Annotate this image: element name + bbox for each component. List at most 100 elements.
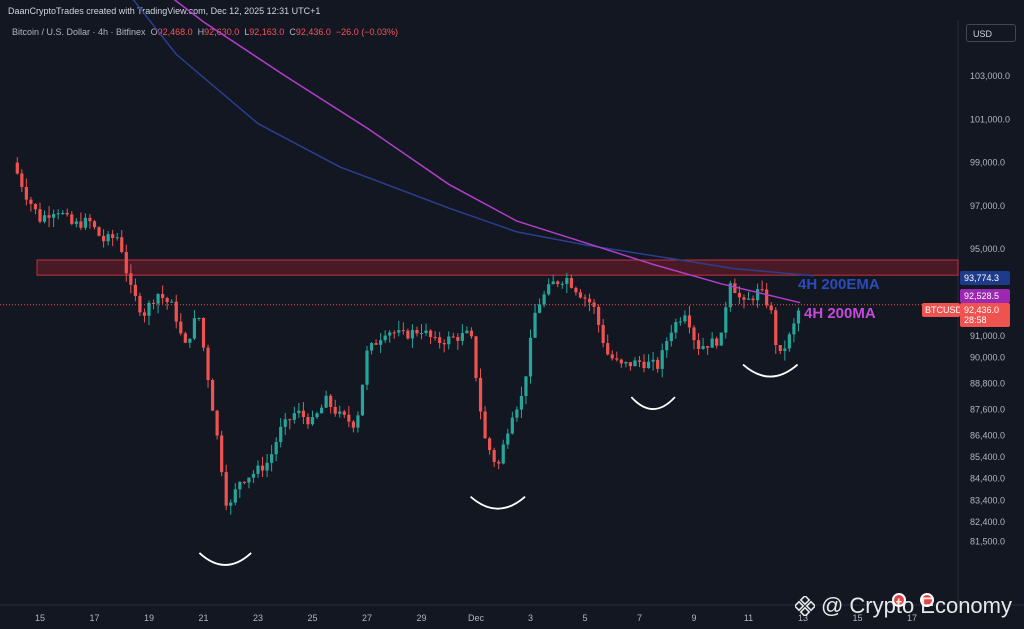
time-tick-label: 5 bbox=[582, 613, 587, 623]
cup-mark bbox=[469, 495, 526, 510]
cup-mark bbox=[630, 396, 676, 410]
candle bbox=[206, 344, 210, 388]
candle bbox=[524, 376, 528, 405]
candle bbox=[515, 406, 519, 422]
candle bbox=[433, 331, 437, 341]
candle bbox=[656, 356, 660, 373]
time-tick-label: 21 bbox=[198, 613, 208, 623]
price-tick-label: 81,500.0 bbox=[970, 536, 1005, 546]
candle bbox=[147, 300, 151, 326]
candle bbox=[301, 402, 306, 425]
candle bbox=[270, 444, 274, 472]
time-axis: 15 17 19 21 23 25 27 29 Dec 3 5 7 9 11 13 15 17 bbox=[35, 613, 917, 623]
candle bbox=[619, 358, 623, 368]
svg-text:92,436.0: 92,436.0 bbox=[964, 305, 999, 315]
candle bbox=[52, 209, 56, 228]
candle bbox=[715, 336, 719, 349]
candle bbox=[79, 212, 83, 231]
candle bbox=[642, 354, 646, 373]
candle bbox=[769, 302, 773, 314]
candle bbox=[646, 354, 651, 369]
time-tick-label: 17 bbox=[89, 613, 99, 623]
candle bbox=[388, 330, 392, 343]
candle bbox=[392, 330, 396, 339]
candle bbox=[338, 405, 342, 418]
candle bbox=[210, 378, 215, 411]
candle bbox=[342, 409, 346, 419]
candle bbox=[424, 323, 428, 336]
candle bbox=[251, 470, 256, 483]
currency-button[interactable]: USD bbox=[966, 24, 1016, 42]
candle bbox=[506, 428, 510, 449]
candle bbox=[696, 333, 701, 356]
candle bbox=[587, 293, 592, 312]
time-tick-label: Dec bbox=[468, 613, 485, 623]
candle bbox=[283, 413, 287, 435]
candle bbox=[92, 219, 97, 230]
candle bbox=[601, 318, 605, 348]
candle bbox=[787, 332, 791, 352]
time-tick-label: 15 bbox=[35, 613, 45, 623]
candle bbox=[42, 210, 47, 224]
candle bbox=[628, 362, 633, 371]
candle bbox=[197, 317, 201, 321]
candles bbox=[15, 157, 801, 515]
candle bbox=[292, 406, 296, 424]
candle bbox=[528, 329, 533, 384]
candle bbox=[501, 439, 505, 465]
candle bbox=[65, 208, 69, 217]
candle bbox=[796, 307, 801, 332]
candle bbox=[551, 274, 555, 285]
candle bbox=[151, 299, 156, 310]
candle bbox=[315, 411, 319, 420]
time-tick-label: 3 bbox=[528, 613, 533, 623]
candle bbox=[651, 352, 655, 371]
watermark: @ Crypto Economy bbox=[794, 593, 1012, 619]
candle bbox=[442, 339, 446, 353]
candle bbox=[106, 231, 110, 246]
candle bbox=[324, 390, 328, 409]
candle bbox=[447, 331, 451, 350]
candle bbox=[637, 356, 642, 368]
time-tick-label: 7 bbox=[637, 613, 642, 623]
candle bbox=[746, 291, 751, 300]
candle bbox=[238, 481, 242, 498]
candle bbox=[624, 361, 628, 368]
candle bbox=[778, 344, 782, 355]
svg-text:92,528.5: 92,528.5 bbox=[964, 291, 999, 301]
candle bbox=[483, 406, 487, 439]
candle bbox=[351, 420, 355, 433]
candle bbox=[260, 456, 265, 477]
candle bbox=[156, 293, 160, 314]
candle bbox=[310, 410, 315, 426]
last-price-tag: 92,436.0 28:58 bbox=[960, 303, 1010, 327]
candle bbox=[751, 295, 755, 306]
candle bbox=[537, 298, 542, 314]
symbol-tag: BTCUSD bbox=[922, 303, 963, 317]
candle bbox=[660, 343, 664, 378]
ma-annotation: 4H 200MA bbox=[804, 305, 876, 322]
time-tick-label: 19 bbox=[144, 613, 154, 623]
price-tick-label: 87,600.0 bbox=[970, 404, 1005, 414]
ma-price-tag: 92,528.5 bbox=[960, 289, 1010, 303]
candle bbox=[710, 332, 714, 348]
price-axis: 81,500.0 82,400.0 83,400.0 84,400.0 85,400.0… bbox=[970, 71, 1010, 546]
flag-icon bbox=[892, 593, 906, 607]
time-tick-label: 11 bbox=[744, 613, 753, 623]
candle bbox=[606, 334, 610, 356]
candle bbox=[542, 290, 546, 308]
candle bbox=[497, 459, 501, 470]
ema-annotation: 4H 200EMA bbox=[798, 276, 880, 293]
candle bbox=[560, 281, 564, 289]
price-tick-label: 82,400.0 bbox=[970, 517, 1005, 527]
price-tick-label: 101,000.0 bbox=[970, 114, 1010, 124]
candle bbox=[592, 298, 596, 315]
candle bbox=[183, 331, 187, 344]
time-tick-label: 17 bbox=[907, 613, 917, 623]
candle bbox=[24, 178, 28, 206]
symbol-legend: Bitcoin / U.S. Dollar · 4h · Bitfinex O9… bbox=[12, 27, 398, 37]
candle bbox=[47, 206, 51, 228]
svg-text:93,774.3: 93,774.3 bbox=[964, 273, 999, 283]
candle bbox=[456, 333, 460, 350]
